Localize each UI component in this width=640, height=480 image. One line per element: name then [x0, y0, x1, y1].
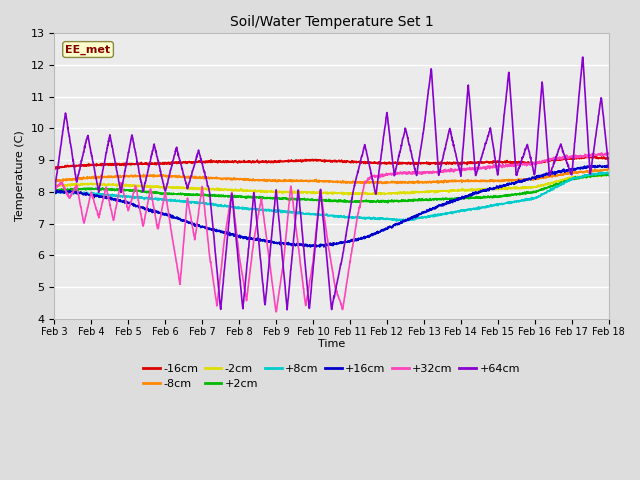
- -2cm: [51, 182, 58, 188]
- +2cm: [305, 197, 313, 203]
- +2cm: [320, 198, 328, 204]
- -2cm: [79, 181, 86, 187]
- +16cm: [487, 186, 495, 192]
- -8cm: [305, 178, 313, 183]
- -2cm: [320, 190, 328, 196]
- +2cm: [79, 186, 86, 192]
- +32cm: [321, 214, 328, 220]
- -16cm: [52, 166, 60, 172]
- +64cm: [487, 131, 495, 136]
- +16cm: [316, 244, 324, 250]
- Line: +64cm: +64cm: [54, 57, 609, 310]
- -2cm: [345, 192, 353, 198]
- +2cm: [589, 173, 596, 179]
- +8cm: [598, 169, 605, 175]
- -16cm: [589, 154, 597, 160]
- +64cm: [283, 307, 291, 312]
- Line: +32cm: +32cm: [54, 153, 609, 312]
- +32cm: [589, 153, 596, 158]
- -16cm: [51, 165, 58, 170]
- +2cm: [604, 171, 611, 177]
- +32cm: [51, 185, 58, 191]
- Line: +2cm: +2cm: [54, 174, 609, 203]
- Line: +16cm: +16cm: [54, 165, 609, 247]
- Y-axis label: Temperature (C): Temperature (C): [15, 131, 25, 221]
- +64cm: [589, 152, 597, 157]
- -2cm: [605, 171, 612, 177]
- +64cm: [321, 227, 328, 232]
- +32cm: [605, 151, 612, 157]
- -16cm: [605, 155, 612, 161]
- Text: EE_met: EE_met: [65, 44, 111, 55]
- +64cm: [605, 165, 612, 170]
- +2cm: [605, 173, 612, 179]
- -16cm: [584, 153, 592, 159]
- +8cm: [605, 172, 612, 178]
- -8cm: [605, 167, 612, 172]
- +16cm: [589, 163, 596, 168]
- +16cm: [305, 243, 313, 249]
- -8cm: [379, 180, 387, 186]
- +8cm: [320, 212, 328, 218]
- -16cm: [487, 159, 495, 165]
- +16cm: [604, 162, 611, 168]
- +16cm: [589, 164, 596, 170]
- +64cm: [306, 305, 314, 311]
- +2cm: [51, 187, 58, 193]
- Line: -16cm: -16cm: [54, 156, 609, 169]
- +8cm: [51, 189, 58, 194]
- +32cm: [273, 309, 280, 315]
- +16cm: [79, 191, 86, 196]
- -8cm: [487, 178, 495, 183]
- -8cm: [589, 168, 596, 173]
- -16cm: [79, 162, 87, 168]
- +16cm: [605, 163, 612, 169]
- +8cm: [401, 218, 408, 224]
- -16cm: [321, 159, 328, 165]
- +8cm: [79, 191, 86, 197]
- +32cm: [79, 214, 86, 220]
- -16cm: [589, 156, 596, 161]
- -8cm: [320, 180, 328, 185]
- -2cm: [602, 171, 609, 177]
- +8cm: [305, 211, 313, 216]
- -2cm: [487, 186, 495, 192]
- X-axis label: Time: Time: [318, 339, 345, 349]
- -8cm: [51, 178, 58, 184]
- +32cm: [306, 280, 314, 286]
- +16cm: [51, 189, 58, 195]
- +16cm: [321, 242, 328, 248]
- +32cm: [604, 150, 612, 156]
- Line: -8cm: -8cm: [54, 169, 609, 183]
- -2cm: [589, 172, 596, 178]
- -2cm: [305, 189, 313, 195]
- -16cm: [306, 157, 314, 163]
- +32cm: [487, 165, 495, 170]
- +2cm: [589, 172, 596, 178]
- +2cm: [487, 194, 495, 200]
- Title: Soil/Water Temperature Set 1: Soil/Water Temperature Set 1: [230, 15, 433, 29]
- +8cm: [589, 170, 596, 176]
- +2cm: [384, 200, 392, 205]
- +32cm: [589, 153, 596, 158]
- -8cm: [79, 176, 86, 182]
- +64cm: [79, 153, 86, 159]
- Line: +8cm: +8cm: [54, 172, 609, 221]
- -2cm: [589, 173, 596, 179]
- +8cm: [487, 202, 495, 208]
- -8cm: [604, 167, 612, 172]
- +8cm: [589, 171, 596, 177]
- -8cm: [589, 168, 596, 174]
- +64cm: [589, 155, 596, 160]
- Legend: -16cm, -8cm, -2cm, +2cm, +8cm, +16cm, +32cm, +64cm: -16cm, -8cm, -2cm, +2cm, +8cm, +16cm, +3…: [139, 359, 524, 394]
- Line: -2cm: -2cm: [54, 174, 609, 195]
- +64cm: [579, 54, 587, 60]
- +64cm: [51, 189, 58, 195]
